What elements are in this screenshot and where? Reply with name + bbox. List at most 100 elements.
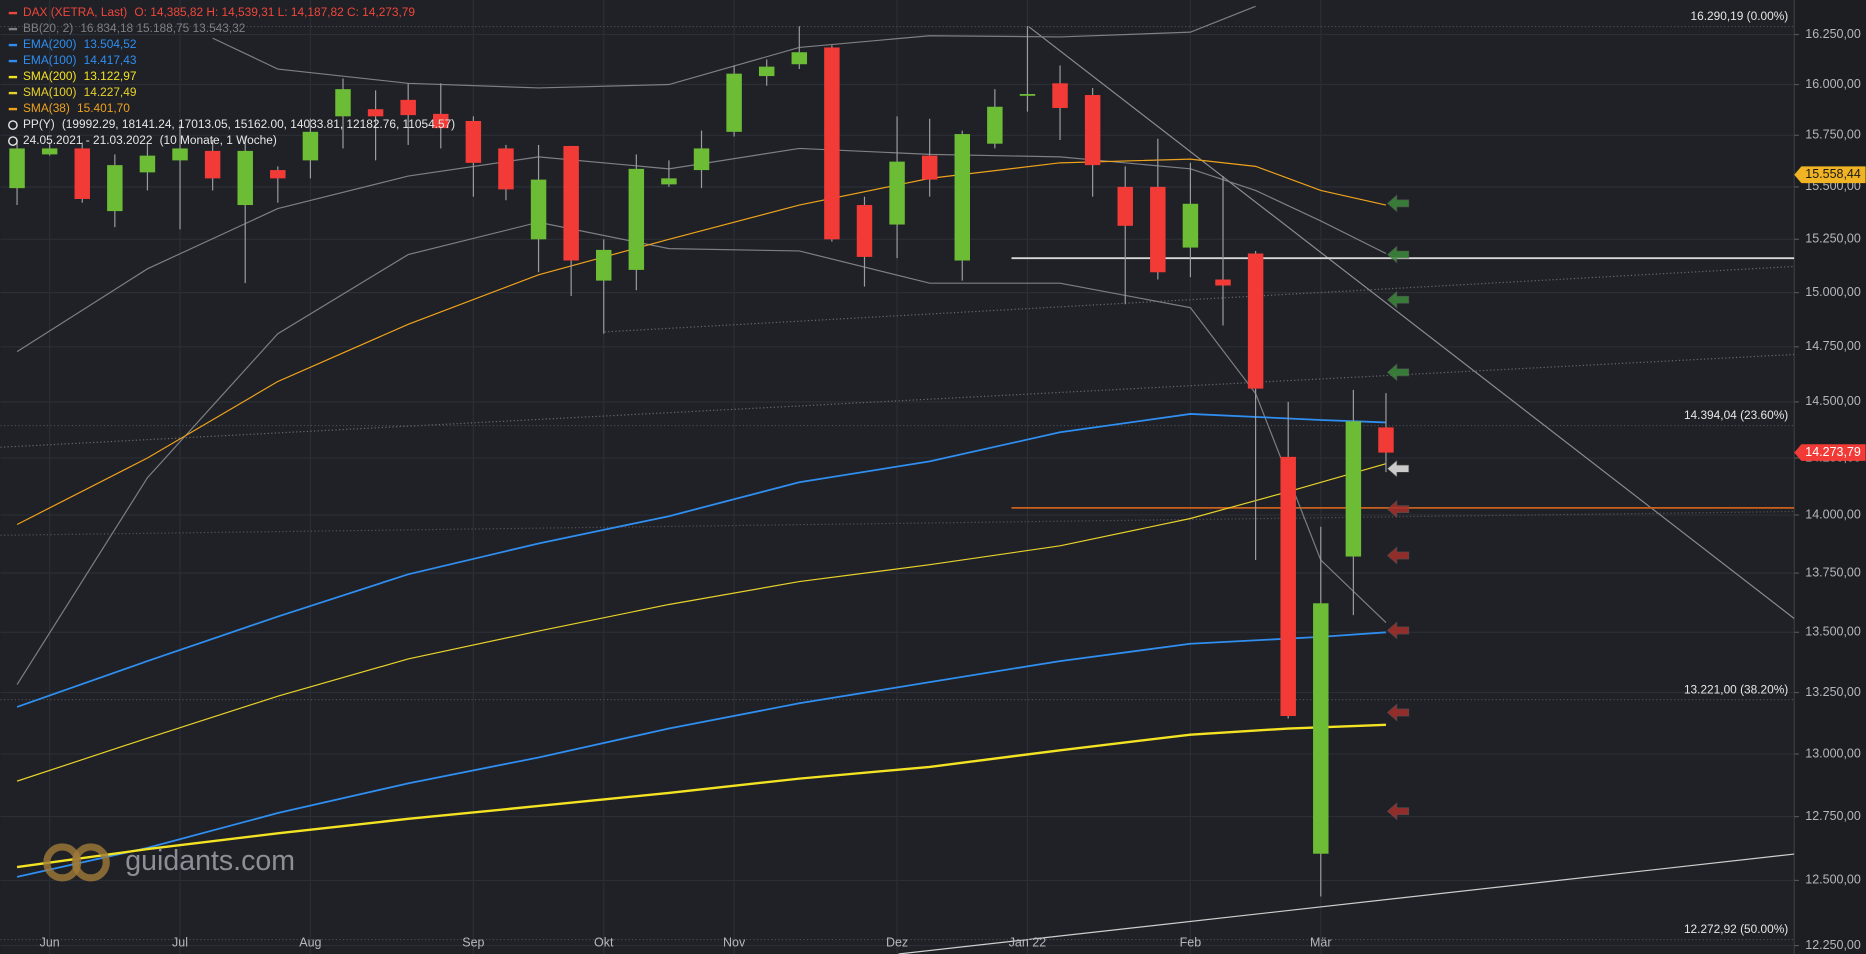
legend-entry: PP(Y) (19992.29, 18141.24, 17013.05, 1516…: [23, 117, 455, 131]
y-tick-label: 16.000,00: [1805, 77, 1861, 91]
arrow-icon: [1386, 802, 1410, 821]
price-tag: [1794, 166, 1866, 184]
legend-entry: EMA(100) 14.417,43: [23, 53, 137, 67]
legend-icon: [8, 136, 18, 146]
candle-body: [367, 109, 384, 117]
legend-entry: SMA(200) 13.122,97: [23, 69, 136, 83]
legend-text: (19992.29, 18141.24, 17013.05, 15162.00,…: [62, 117, 455, 131]
legend-text: O: 14,385,82 H: 14,539,31 L: 14,187,82 C…: [134, 5, 415, 19]
legend-entry: SMA(100) 14.227,49: [23, 85, 137, 99]
legend-text: (10 Monate, 1 Woche): [160, 133, 277, 147]
x-tick-label: Jul: [172, 936, 188, 950]
x-tick-label: Okt: [594, 936, 614, 950]
grid: [0, 0, 1795, 954]
candle-body: [987, 106, 1003, 144]
candle-body: [41, 148, 58, 155]
legend-text: SMA(200): [23, 69, 77, 83]
x-tick-label: Nov: [723, 936, 746, 950]
plot-area: [0, 5, 1795, 954]
candle-body: [791, 52, 808, 65]
legend-text: PP(Y): [23, 117, 55, 131]
trend-line: [1027, 25, 1795, 620]
arrow-icon: [1386, 703, 1410, 722]
legend-text: 24.05.2021 - 21.03.2022: [23, 133, 152, 147]
candle-body: [693, 148, 710, 171]
y-tick-label: 13.500,00: [1805, 625, 1861, 639]
legend-text: SMA(38): [23, 101, 70, 115]
candle-body: [498, 148, 514, 190]
watermark-logo: [43, 843, 110, 882]
candle-body: [889, 161, 905, 225]
indicator-line: [16, 723, 1387, 869]
candle-body: [758, 66, 775, 77]
fib-label: 12.272,92 (50.00%): [1684, 922, 1788, 936]
candle-body: [856, 205, 873, 257]
legend-entry: 24.05.2021 - 21.03.2022 (10 Monate, 1 Woc…: [23, 133, 277, 147]
x-tick-label: Aug: [299, 936, 321, 950]
y-tick-label: 15.750,00: [1805, 128, 1861, 142]
arrow-icon: [1386, 500, 1410, 519]
trend-line: [604, 265, 1795, 333]
y-tick-label: 14.000,00: [1805, 507, 1861, 521]
x-tick-label: Mär: [1310, 936, 1332, 950]
y-tick-label: 12.750,00: [1805, 809, 1861, 823]
price-tag-label: 15.558,44: [1805, 167, 1861, 181]
legend-text: SMA(100): [23, 85, 77, 99]
candle-body: [107, 165, 123, 212]
candle-body: [1052, 83, 1068, 108]
legend-icon: [8, 120, 18, 130]
legend-text: 16.834,18 15.188,75 13.543,32: [80, 21, 245, 35]
x-tick-label: Dez: [886, 936, 908, 950]
x-tick-label: Jun: [40, 936, 60, 950]
y-tick-label: 12.500,00: [1805, 873, 1861, 887]
candle-body: [563, 145, 579, 261]
x-tick-label: Sep: [462, 936, 484, 950]
x-tick-label: Jan 22: [1009, 936, 1047, 950]
candle-body: [1345, 421, 1362, 557]
candle-body: [1019, 94, 1036, 96]
legend-entry: EMA(200) 13.504,52: [23, 37, 136, 51]
candle-body: [204, 150, 221, 179]
candle-body: [726, 73, 742, 132]
indicator-line: [16, 158, 1387, 526]
trend-line: [898, 853, 1795, 954]
candle-body: [1150, 186, 1166, 273]
candle-body: [335, 89, 351, 117]
candle-body: [433, 113, 449, 129]
legend-text: BB(20, 2): [23, 21, 73, 35]
arrow-icon: [1386, 290, 1410, 309]
legend-entry: SMA(38) 15.401,70: [23, 101, 130, 115]
candle-body: [661, 178, 677, 185]
arrow-icon: [1386, 363, 1410, 382]
candle-body: [465, 121, 482, 163]
candle-body: [1117, 186, 1133, 226]
y-tick-label: 15.250,00: [1805, 232, 1861, 246]
legend-text: 13.122,97: [84, 69, 137, 83]
legend-text: EMA(100): [23, 53, 77, 67]
candle-body: [139, 155, 156, 173]
candle-body: [1215, 279, 1231, 286]
legend-entry: BB(20, 2) 16.834,18 15.188,75 13.543,32: [23, 21, 245, 35]
y-tick-label: 13.750,00: [1805, 565, 1861, 579]
fib-label: 13.221,00 (38.20%): [1684, 682, 1788, 696]
y-tick-label: 15.000,00: [1805, 285, 1861, 299]
candle-body: [954, 134, 970, 261]
price-tag-label: 14.273,79: [1805, 445, 1861, 459]
candle-body: [1247, 253, 1264, 389]
legend-text: 14.227,49: [84, 85, 137, 99]
legend-text: DAX (XETRA, Last): [23, 5, 127, 19]
candle-body: [9, 148, 25, 189]
legend-text: EMA(200): [23, 37, 77, 51]
candle-body: [1182, 203, 1199, 248]
y-tick-label: 13.250,00: [1805, 685, 1861, 699]
arrow-icon: [1386, 245, 1410, 264]
y-tick-label: 14.500,00: [1805, 394, 1861, 408]
candle-body: [74, 148, 90, 199]
legend-entry: DAX (XETRA, Last) O: 14,385,82 H: 14,539,…: [23, 5, 415, 19]
candle-body: [172, 148, 188, 161]
candle-body: [1378, 427, 1394, 453]
price-tag: [1794, 444, 1866, 461]
